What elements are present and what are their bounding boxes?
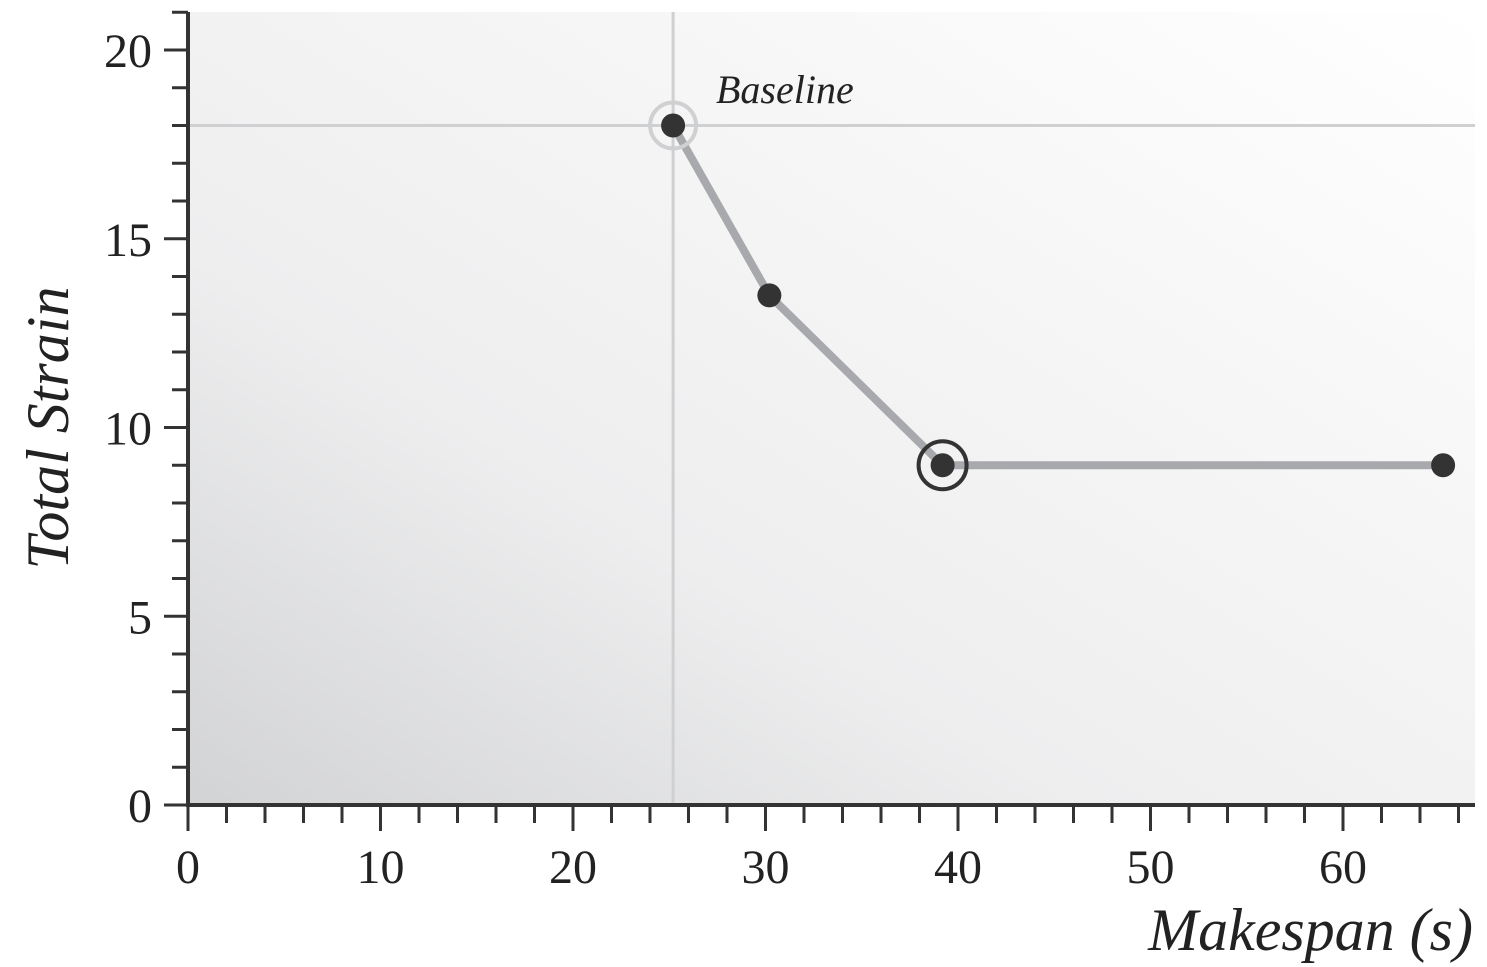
series-line <box>669 121 1448 470</box>
baseline-highlight-ring <box>648 100 699 151</box>
y-tick-label: 10 <box>104 403 152 456</box>
y-axis-title: Total Strain <box>15 287 81 570</box>
x-tick-label: 40 <box>934 841 982 894</box>
data-point <box>1431 453 1456 478</box>
x-tick-label: 60 <box>1319 841 1367 894</box>
x-tick-label: 50 <box>1127 841 1175 894</box>
data-point <box>757 283 782 308</box>
x-tick-label: 0 <box>176 841 200 894</box>
data-point <box>930 453 955 478</box>
y-tick-label: 5 <box>128 591 152 644</box>
y-tick-label: 20 <box>104 25 152 78</box>
y-tick-label: 0 <box>128 780 152 833</box>
plot-background <box>188 12 1475 805</box>
y-tick-label: 15 <box>104 214 152 267</box>
data-point <box>661 113 686 138</box>
annotation-baseline: Baseline <box>716 67 854 112</box>
x-tick-label: 30 <box>742 841 790 894</box>
selected-highlight-ring <box>916 439 969 492</box>
series-layer <box>648 100 1456 492</box>
reference-lines <box>188 12 1475 805</box>
x-tick-label: 10 <box>357 841 405 894</box>
axes: 0 5 10 15 20 0 10 20 30 40 50 60 <box>104 10 1475 894</box>
x-axis-title: Makespan (s) <box>1147 897 1473 963</box>
x-tick-label: 20 <box>549 841 597 894</box>
